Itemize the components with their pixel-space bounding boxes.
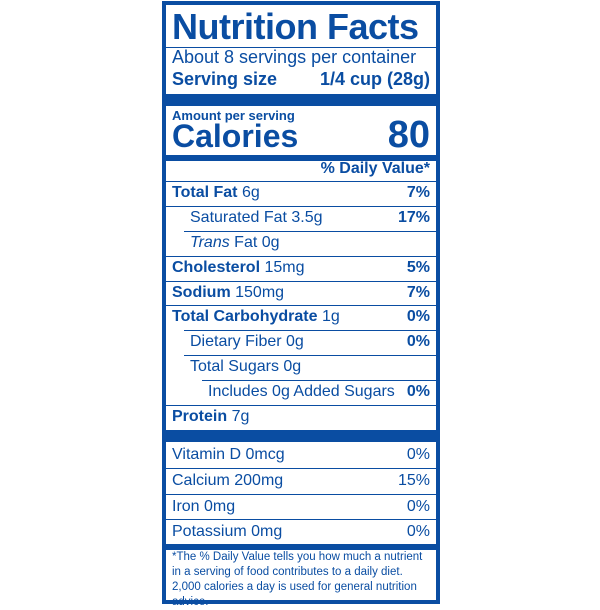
nutrient-row-trans-fat: Trans Fat 0g	[190, 231, 430, 255]
nutrient-dv: 17%	[397, 209, 430, 226]
thick-divider-top	[166, 94, 436, 106]
thick-divider-vitamins	[166, 430, 436, 442]
row-divider	[166, 206, 436, 207]
nutrient-row-cholesterol: Cholesterol 15mg 5%	[172, 256, 430, 280]
row-divider	[166, 519, 436, 520]
row-divider	[166, 305, 436, 306]
nutrient-name: Cholesterol	[172, 259, 261, 276]
nutrient-dv: 0%	[406, 383, 430, 400]
vitamin-amount: 0mg	[204, 498, 236, 515]
nutrient-name: Total Sugars	[190, 358, 279, 375]
nutrient-amount: 0g	[261, 234, 280, 251]
daily-value-footnote: *The % Daily Value tells you how much a …	[172, 551, 423, 608]
row-divider	[202, 380, 436, 381]
vitamin-dv: 0%	[406, 498, 430, 515]
vitamin-dv: 15%	[397, 472, 430, 489]
nutrient-dv: 0%	[406, 333, 430, 350]
nutrient-row-protein: Protein 7g	[172, 405, 430, 429]
vitamin-name: Vitamin D	[172, 446, 242, 463]
vitamin-dv: 0%	[406, 446, 430, 463]
vitamin-row-vitamin-d: Vitamin D 0mcg 0%	[172, 442, 430, 468]
nutrient-name: Total Fat	[172, 184, 238, 201]
calories-row: Calories 80	[172, 114, 430, 157]
nutrient-row-dietary-fiber: Dietary Fiber 0g 0%	[190, 330, 430, 354]
nutrient-name: Sodium	[172, 284, 231, 301]
serving-size-label: Serving size	[172, 69, 278, 89]
nutrient-name: Includes 0g Added Sugars	[208, 383, 395, 400]
row-divider	[184, 330, 436, 331]
nutrient-name: Dietary Fiber	[190, 333, 282, 350]
vitamin-name: Calcium	[172, 472, 230, 489]
vitamin-amount: 200mg	[234, 472, 284, 489]
nutrient-amount: 0g	[283, 358, 302, 375]
row-divider	[184, 355, 436, 356]
vitamin-row-potassium: Potassium 0mg 0%	[172, 519, 430, 545]
vitamin-amount: 0mcg	[245, 446, 285, 463]
nutrient-dv: 5%	[406, 259, 430, 276]
nutrient-row-total-carbohydrate: Total Carbohydrate 1g 0%	[172, 305, 430, 329]
vitamin-name: Potassium	[172, 523, 247, 540]
calories-value: 80	[387, 114, 430, 156]
servings-per-container: About 8 servings per container	[172, 47, 417, 67]
nutrient-row-saturated-fat: Saturated Fat 3.5g 17%	[190, 206, 430, 230]
thick-divider-footnote	[166, 544, 436, 550]
serving-size-value: 1/4 cup (28g)	[319, 69, 430, 89]
nutrient-dv: 7%	[406, 184, 430, 201]
nutrient-row-total-sugars: Total Sugars 0g	[190, 355, 430, 379]
nutrient-row-added-sugars: Includes 0g Added Sugars 0%	[208, 380, 430, 404]
nutrient-name: Protein	[172, 408, 228, 425]
row-divider	[166, 181, 436, 182]
row-divider	[166, 281, 436, 282]
nutrient-amount: 15mg	[264, 259, 305, 276]
vitamin-row-calcium: Calcium 200mg 15%	[172, 468, 430, 494]
nutrient-amount: 7g	[231, 408, 250, 425]
nutrition-facts-label: Nutrition Facts About 8 servings per con…	[162, 1, 440, 608]
nutrient-name: Total Carbohydrate	[172, 308, 318, 325]
row-divider	[166, 494, 436, 495]
vitamin-name: Iron	[172, 498, 200, 515]
nutrient-dv: 7%	[406, 284, 430, 301]
nutrient-name: Trans	[190, 234, 230, 251]
nutrient-name: Saturated Fat	[190, 209, 287, 226]
nutrient-amount: 3.5g	[291, 209, 323, 226]
row-divider	[166, 256, 436, 257]
calories-divider	[166, 155, 436, 161]
nutrient-row-sodium: Sodium 150mg 7%	[172, 281, 430, 305]
nutrient-amount: 1g	[321, 308, 340, 325]
vitamin-dv: 0%	[406, 523, 430, 540]
daily-value-header-row: % Daily Value*	[172, 157, 430, 181]
label-title: Nutrition Facts	[172, 6, 419, 47]
nutrient-amount: 150mg	[235, 284, 285, 301]
title-divider	[166, 47, 436, 48]
row-divider	[184, 231, 436, 232]
nutrient-name-rest: Fat	[234, 234, 258, 251]
row-divider	[166, 405, 436, 406]
nutrient-amount: 6g	[241, 184, 260, 201]
serving-size-row: Serving size 1/4 cup (28g)	[172, 68, 430, 90]
nutrient-row-total-fat: Total Fat 6g 7%	[172, 181, 430, 205]
vitamin-amount: 0mg	[251, 523, 283, 540]
daily-value-header: % Daily Value*	[320, 160, 430, 177]
amount-per-serving: Amount per serving	[172, 108, 295, 123]
nutrient-dv: 0%	[406, 308, 430, 325]
nutrient-amount: 0g	[286, 333, 304, 350]
row-divider	[166, 468, 436, 469]
calories-label: Calories	[172, 118, 299, 154]
vitamin-row-iron: Iron 0mg 0%	[172, 494, 430, 520]
